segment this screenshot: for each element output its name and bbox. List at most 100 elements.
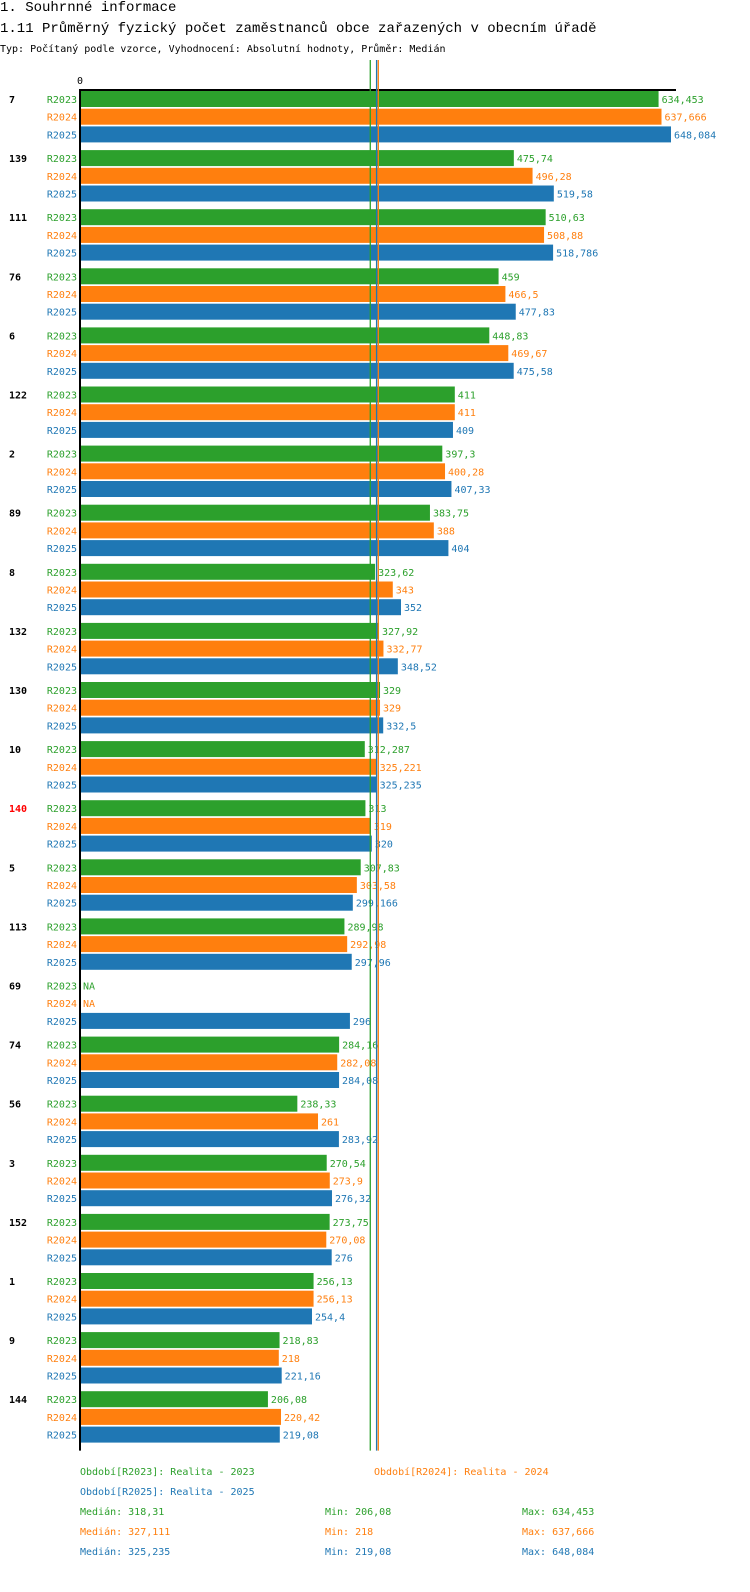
series-label: R2024 [47, 704, 77, 715]
group-label: 74 [9, 1041, 21, 1052]
bar-r2023 [80, 622, 380, 639]
series-label: R2024 [47, 231, 77, 242]
bar-r2024 [80, 877, 357, 893]
group-label: 10 [9, 745, 21, 756]
data-label: 284,16 [342, 1041, 378, 1052]
group-label: 8 [9, 568, 15, 579]
data-label: 477,83 [519, 308, 555, 319]
group-label: 130 [9, 686, 27, 697]
bar-r2025 [80, 1308, 312, 1325]
bar-r2023 [80, 268, 499, 285]
bar-r2024 [80, 404, 455, 421]
bar-r2023 [80, 563, 376, 580]
bar-r2023 [80, 445, 443, 462]
data-label: 327,92 [382, 627, 418, 638]
series-label: R2023 [47, 568, 77, 579]
bar-r2025 [80, 1190, 332, 1207]
series-label: R2024 [47, 645, 77, 656]
data-label: 218,83 [283, 1336, 319, 1347]
data-label: 332,77 [386, 645, 422, 656]
data-label: 289,98 [347, 922, 383, 933]
data-label: 206,08 [271, 1395, 307, 1406]
median-stat: Medián: 318,31 [80, 1506, 164, 1518]
min-stat: Min: 219,08 [325, 1547, 391, 1558]
bar-r2025 [80, 1072, 340, 1088]
data-label: 510,63 [549, 213, 585, 224]
group-label: 111 [9, 213, 27, 224]
bar-r2025 [80, 540, 449, 557]
bar-r2025 [80, 185, 554, 202]
data-label: 270,54 [330, 1159, 366, 1170]
series-label: R2025 [47, 1076, 77, 1087]
data-label: 221,16 [285, 1372, 321, 1383]
series-label: R2024 [47, 1413, 77, 1424]
series-label: R2025 [47, 485, 77, 496]
series-label: R2025 [47, 1431, 77, 1442]
data-label: 238,33 [300, 1100, 336, 1111]
series-label: R2023 [47, 982, 77, 993]
series-label: R2025 [47, 544, 77, 555]
data-label: 411 [458, 391, 476, 402]
bar-r2025 [80, 421, 453, 438]
data-label: 475,74 [517, 154, 553, 165]
group-label: 132 [9, 627, 27, 638]
data-label: 220,42 [284, 1413, 320, 1424]
series-label: R2024 [47, 940, 77, 951]
series-label: R2023 [47, 450, 77, 461]
data-label: 307,83 [364, 863, 400, 874]
group-label: 76 [9, 272, 21, 283]
series-label: R2024 [47, 1295, 77, 1306]
data-label: 466,5 [508, 290, 538, 301]
data-label: 407,33 [454, 485, 490, 496]
series-label: R2023 [47, 272, 77, 283]
data-label: 292,98 [350, 940, 386, 951]
data-label: 218 [282, 1354, 300, 1365]
group-label: 3 [9, 1159, 15, 1170]
bar-r2024 [80, 758, 377, 775]
series-label: R2023 [47, 95, 77, 106]
group-label: 69 [9, 982, 21, 993]
group-label: 89 [9, 509, 21, 520]
median-stat: Medián: 327,111 [80, 1526, 170, 1538]
data-label: 648,084 [674, 130, 716, 141]
series-label: R2025 [47, 958, 77, 969]
bar-r2024 [80, 699, 381, 716]
series-label: R2025 [47, 1135, 77, 1146]
series-label: R2024 [47, 349, 77, 360]
data-label: 508,88 [547, 231, 583, 242]
series-label: R2024 [47, 467, 77, 478]
bar-r2025 [80, 244, 554, 261]
series-label: R2023 [47, 627, 77, 638]
bar-r2025 [80, 1367, 282, 1384]
group-label: 122 [9, 391, 27, 402]
bar-r2024 [80, 640, 384, 657]
bar-r2025 [80, 717, 384, 734]
series-label: R2024 [47, 822, 77, 833]
data-label: 219,08 [283, 1431, 319, 1442]
bar-r2023 [80, 150, 514, 167]
bar-r2024 [80, 1172, 330, 1189]
data-label: 518,786 [556, 249, 598, 260]
group-label: 5 [9, 863, 15, 874]
data-label: 475,58 [517, 367, 553, 378]
min-stat: Min: 206,08 [325, 1507, 391, 1518]
series-label: R2023 [47, 1041, 77, 1052]
series-label: R2024 [47, 290, 77, 301]
series-label: R2024 [47, 586, 77, 597]
bar-r2024 [80, 581, 393, 598]
series-label: R2024 [47, 763, 77, 774]
data-label: 329 [383, 704, 401, 715]
group-label: 7 [9, 95, 15, 106]
data-label: NA [83, 999, 95, 1010]
bar-r2023 [80, 1154, 327, 1171]
min-stat: Min: 218 [325, 1527, 373, 1538]
x-tick-label: 0 [77, 76, 83, 87]
data-label: 325,235 [380, 781, 422, 792]
series-label: R2025 [47, 899, 77, 910]
series-label: R2024 [47, 1177, 77, 1188]
data-label: 352 [404, 603, 422, 614]
bar-r2024 [80, 1408, 282, 1425]
data-label: 283,92 [342, 1135, 378, 1146]
bar-r2025 [80, 1012, 350, 1029]
